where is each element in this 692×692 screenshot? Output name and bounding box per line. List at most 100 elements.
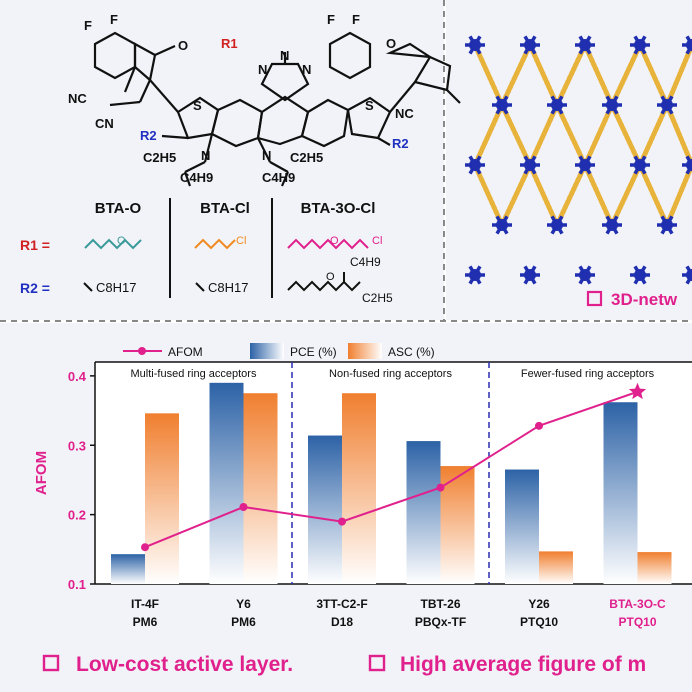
network-caption-checkbox <box>586 290 603 307</box>
triazole-n-right: N <box>302 62 311 77</box>
afom-point <box>239 502 248 511</box>
x-label-donor: PM6 <box>133 615 158 629</box>
afom-star-marker <box>628 382 647 400</box>
bar-pce <box>308 435 342 584</box>
bar-asc <box>243 393 278 584</box>
row-r2-label: R2 = <box>20 280 50 296</box>
x-label-donor: D18 <box>331 615 353 629</box>
left-c4h9-label: C4H9 <box>180 170 213 185</box>
bar-pce <box>505 469 539 584</box>
y-tick-label: 0.3 <box>68 438 86 453</box>
left-vinyl-bond <box>138 79 152 103</box>
network-node <box>575 155 595 175</box>
footer-checkbox-2 <box>368 654 386 672</box>
network-linker <box>527 102 560 168</box>
y-tick-label: 0.2 <box>68 508 86 523</box>
network-node <box>657 215 677 235</box>
y-tick-label: 0.4 <box>68 369 87 384</box>
left-dicyano-bond <box>109 100 141 107</box>
y-tick-label: 0.1 <box>68 577 86 592</box>
network-node <box>492 95 512 115</box>
bar-asc <box>145 413 179 584</box>
network-node <box>630 35 650 55</box>
network-linker <box>664 42 692 108</box>
bar-pce <box>603 402 638 584</box>
r1-bta-3o-cl-oxygen: O <box>330 235 339 247</box>
right-c2h5-label: C2H5 <box>290 150 323 165</box>
left-c2h5-label: C2H5 <box>143 150 176 165</box>
right-carbonyl-link <box>385 42 431 59</box>
afom-chart: AFOM PCE (%) ASC (%) AFOM 0.1 0.2 0.3 0.4 M… <box>33 343 692 629</box>
triazole-ring <box>260 62 310 102</box>
x-label-donor: PTQ10 <box>520 615 558 629</box>
right-r2-label: R2 <box>392 136 409 151</box>
network-linker <box>637 162 670 228</box>
legend-afom-marker <box>138 347 146 355</box>
bar-pce <box>209 382 244 584</box>
right-nc-bottom: NC <box>395 106 414 121</box>
network-node <box>547 95 567 115</box>
r1-bta-3o-cl-chlorine: Cl <box>372 235 382 247</box>
r2-bta-3o-cl-oxygen: O <box>326 271 335 283</box>
right-n-atom: N <box>262 148 271 163</box>
left-o-atom: O <box>178 38 188 53</box>
left-f-atom-2: F <box>110 12 118 27</box>
footer: Low-cost active layer. High average figu… <box>42 653 646 676</box>
network-linker <box>664 162 692 228</box>
r2-labels: R2 R2 <box>140 128 409 151</box>
network-caption-group: 3D-netw <box>586 290 678 309</box>
network-node <box>465 155 485 175</box>
left-n-atom: N <box>201 148 210 163</box>
left-s-atom: S <box>193 98 202 113</box>
network-linker <box>609 162 643 228</box>
network-linker <box>472 102 505 168</box>
right-s-atom: S <box>365 98 374 113</box>
r1-bta-o-oxygen: O <box>117 235 126 247</box>
r2-bta-o-wavy <box>83 282 93 292</box>
network-panel <box>446 0 692 320</box>
legend-asc-swatch <box>348 343 382 359</box>
network-node <box>630 265 650 285</box>
network-linker <box>582 162 615 228</box>
network-node <box>465 35 485 55</box>
y-ticks: 0.1 0.2 0.3 0.4 <box>68 369 95 592</box>
left-r2-bond <box>161 134 189 140</box>
afom-point <box>535 421 543 430</box>
afom-point <box>141 543 149 552</box>
r2-branch-c4h9: C4H9 <box>350 255 381 269</box>
r1-bta-cl-chlorine: Cl <box>236 235 246 247</box>
bar-pce <box>111 554 145 584</box>
right-n-chain-b <box>269 161 289 173</box>
right-dicyano-bond <box>446 89 461 104</box>
legend-asc-label: ASC (%) <box>388 345 435 359</box>
r1-bta-3o-cl-group <box>287 238 369 250</box>
network-linker <box>554 102 588 168</box>
molecule-structure <box>93 31 461 187</box>
network-linker <box>637 102 670 168</box>
network-node <box>630 155 650 175</box>
right-five-ring <box>413 55 452 92</box>
header-bta-cl: BTA-Cl <box>200 200 250 217</box>
left-n-chain-b <box>184 161 206 173</box>
network-linker <box>664 102 692 168</box>
x-label-acceptor: Y26 <box>528 597 550 611</box>
r1-bta-cl-group <box>194 238 236 250</box>
afom-point <box>436 483 445 492</box>
x-label-acceptor: Y6 <box>236 597 251 611</box>
network-linker <box>527 162 560 228</box>
footer-item-2: High average figure of m <box>400 653 646 676</box>
network-node <box>547 215 567 235</box>
r2-bta-cl-wavy <box>195 282 205 292</box>
group-label: Multi-fused ring acceptors <box>131 368 257 380</box>
bar-asc <box>342 393 376 584</box>
bar-asc <box>539 551 573 584</box>
network-linker <box>499 102 533 168</box>
network-node <box>575 35 595 55</box>
y-axis-label: AFOM <box>33 451 50 495</box>
group-label: Fewer-fused ring acceptors <box>521 368 655 380</box>
afom-point <box>338 517 346 526</box>
left-bond <box>123 66 137 93</box>
network-caption: 3D-netw <box>611 290 678 309</box>
network-node <box>602 95 622 115</box>
right-o-atom-visible: O <box>386 36 396 51</box>
